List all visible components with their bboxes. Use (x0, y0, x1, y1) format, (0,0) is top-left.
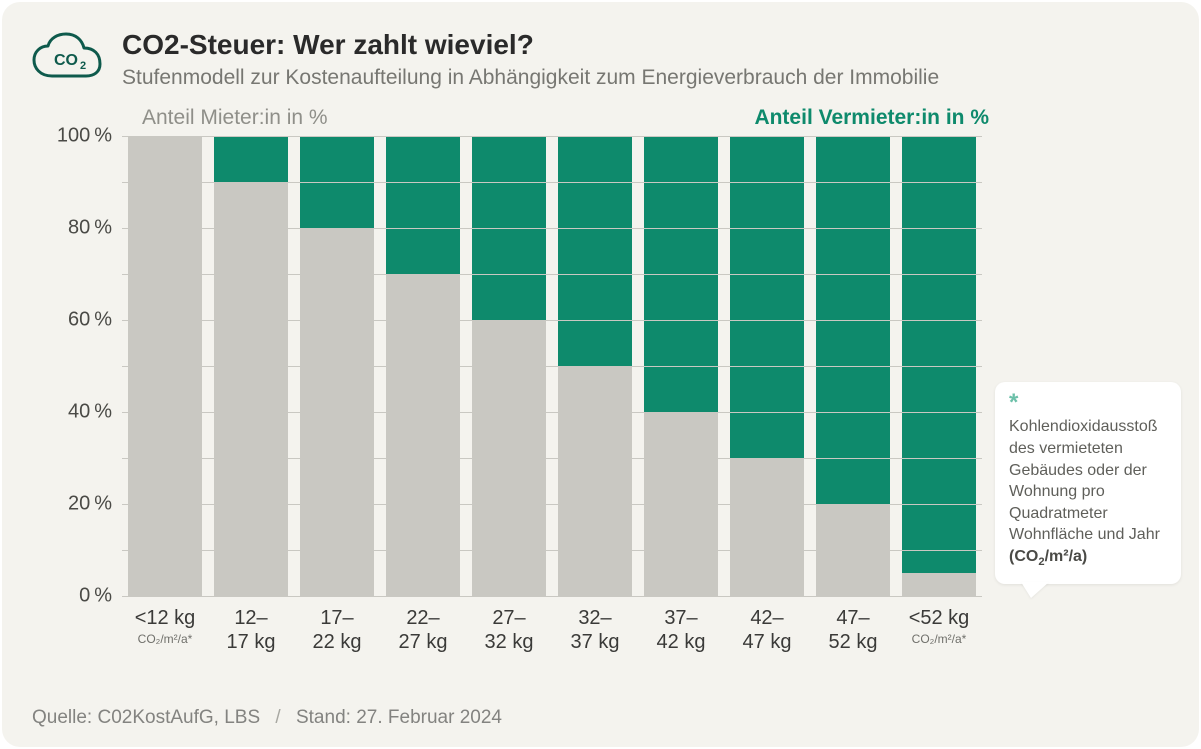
svg-text:2: 2 (80, 60, 86, 72)
gridline (122, 320, 982, 321)
x-axis-label: 47–52 kg (816, 606, 890, 654)
gridline (122, 458, 982, 459)
bar-segment-landlord (730, 136, 804, 458)
x-axis-label: <12 kgCO₂/m²/a* (128, 606, 202, 654)
x-axis-label: 42–47 kg (730, 606, 804, 654)
gridline (122, 274, 982, 275)
header: CO 2 CO2-Steuer: Wer zahlt wieviel? Stuf… (30, 28, 1171, 92)
chart-card: CO 2 CO2-Steuer: Wer zahlt wieviel? Stuf… (2, 2, 1199, 747)
bar-segment-tenant (214, 182, 288, 596)
gridline (122, 366, 982, 367)
chart: 0 %20 %40 %60 %80 %100 % <12 kgCO₂/m²/a*… (42, 136, 982, 676)
gridline (122, 550, 982, 551)
legend: Anteil Mieter:in in % Anteil Vermieter:i… (142, 106, 989, 130)
chart-subtitle: Stufenmodell zur Kostenaufteilung in Abh… (122, 64, 939, 92)
plot-area: 0 %20 %40 %60 %80 %100 % (122, 136, 982, 596)
legend-landlord: Anteil Vermieter:in in % (754, 106, 989, 130)
chart-title: CO2-Steuer: Wer zahlt wieviel? (122, 28, 939, 62)
y-axis-label: 20 % (42, 493, 112, 516)
separator: / (275, 707, 280, 728)
status-value: 27. Februar 2024 (356, 707, 502, 728)
footnote-unit: (CO2/m²/a) (1009, 548, 1087, 565)
svg-text:CO: CO (54, 52, 78, 69)
source-row: Quelle: C02KostAufG, LBS / Stand: 27. Fe… (32, 707, 502, 729)
footnote-text: Kohlendioxidausstoß des vermieteten Gebä… (1009, 418, 1160, 543)
x-axis-label: 17–22 kg (300, 606, 374, 654)
x-axis: <12 kgCO₂/m²/a*12–17 kg17–22 kg22–27 kg2… (122, 606, 982, 654)
x-axis-label: 22–27 kg (386, 606, 460, 654)
x-axis-label: 32–37 kg (558, 606, 632, 654)
y-axis-label: 40 % (42, 401, 112, 424)
footnote-star-icon: * (1009, 396, 1167, 410)
co2-cloud-icon: CO 2 (30, 30, 104, 87)
legend-tenant: Anteil Mieter:in in % (142, 106, 328, 130)
y-axis-label: 80 % (42, 217, 112, 240)
source-value: C02KostAufG, LBS (97, 707, 260, 728)
bar-segment-tenant (558, 366, 632, 596)
bar-segment-landlord (386, 136, 460, 274)
gridline (122, 228, 982, 229)
y-axis-label: 100 % (42, 125, 112, 148)
source-label: Quelle: (32, 707, 92, 728)
y-axis-label: 60 % (42, 309, 112, 332)
gridline (122, 136, 982, 137)
bar-segment-tenant (386, 274, 460, 596)
footnote-box: * Kohlendioxidausstoß des vermieteten Ge… (995, 382, 1181, 584)
header-text: CO2-Steuer: Wer zahlt wieviel? Stufenmod… (122, 28, 939, 92)
bar-segment-landlord (214, 136, 288, 182)
x-axis-label: 12–17 kg (214, 606, 288, 654)
status-label: Stand: (296, 707, 351, 728)
bar-segment-tenant (730, 458, 804, 596)
gridline (122, 504, 982, 505)
gridline (122, 412, 982, 413)
y-axis-label: 0 % (42, 585, 112, 608)
gridline (122, 182, 982, 183)
bar-segment-landlord (902, 136, 976, 573)
bar-segment-tenant (902, 573, 976, 596)
x-axis-label: 27–32 kg (472, 606, 546, 654)
x-axis-label: 37–42 kg (644, 606, 718, 654)
x-axis-label: <52 kgCO₂/m²/a* (902, 606, 976, 654)
gridline (122, 596, 982, 597)
speech-tail-icon (1021, 582, 1049, 598)
bar-segment-landlord (558, 136, 632, 366)
